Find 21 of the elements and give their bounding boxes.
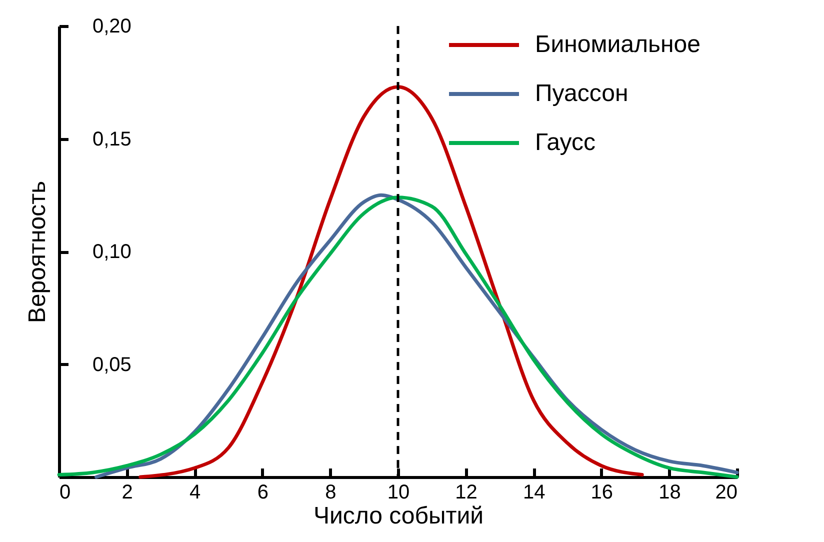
- x-tick-label: 12: [455, 482, 478, 504]
- x-tick-label: 4: [190, 482, 201, 504]
- x-tick-label: 14: [522, 482, 546, 504]
- x-tick-label: 20: [715, 482, 738, 504]
- y-tick-label: 0,15: [92, 128, 132, 150]
- x-tick-label: 2: [122, 482, 133, 504]
- y-tick-label: 0,20: [92, 16, 132, 38]
- x-tick-label: 0: [60, 482, 71, 504]
- x-tick-label: 6: [257, 482, 268, 504]
- x-axis-title: Число событий: [313, 502, 484, 530]
- line-series: [138, 85, 644, 479]
- x-tick-label: 18: [658, 482, 681, 504]
- legend-label: Пуассон: [535, 80, 628, 107]
- y-tick-label: 0,05: [92, 354, 132, 376]
- y-axis-title: Вероятность: [24, 180, 51, 324]
- y-tick-label: 0,10: [92, 241, 132, 263]
- x-tick-label: 16: [590, 482, 614, 504]
- legend-label: Гаусс: [535, 129, 596, 156]
- legend-label: Биномиальное: [535, 31, 700, 58]
- x-tick-label: 10: [387, 482, 410, 504]
- x-tick-label: 8: [325, 482, 336, 504]
